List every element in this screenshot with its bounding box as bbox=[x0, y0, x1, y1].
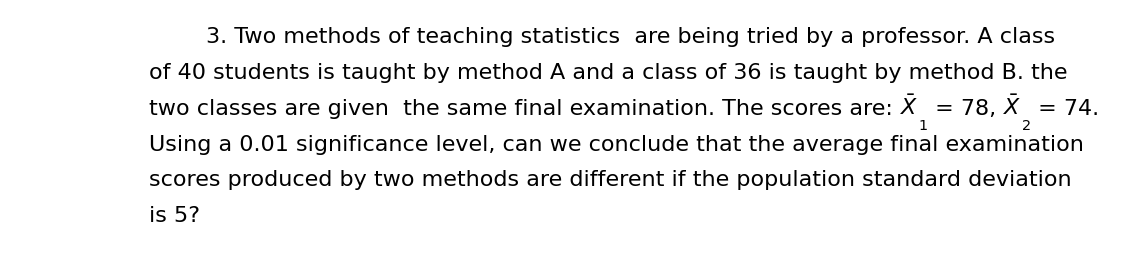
Text: two classes are given  the same final examination. The scores are:: two classes are given the same final exa… bbox=[150, 99, 900, 119]
Text: = 78,: = 78, bbox=[928, 99, 1004, 119]
Text: 2: 2 bbox=[1022, 119, 1030, 133]
Text: = 74.: = 74. bbox=[1030, 99, 1099, 119]
Text: of 40 students is taught by method A and a class of 36 is taught by method B. th: of 40 students is taught by method A and… bbox=[150, 63, 1068, 83]
Text: $\bar{X}$: $\bar{X}$ bbox=[1004, 95, 1022, 119]
Text: 3. Two methods of teaching statistics  are being tried by a professor. A class: 3. Two methods of teaching statistics ar… bbox=[150, 27, 1055, 47]
Text: $\bar{X}$: $\bar{X}$ bbox=[900, 95, 919, 119]
Text: is 5?: is 5? bbox=[150, 206, 200, 226]
Text: 1: 1 bbox=[919, 119, 928, 133]
Text: Using a 0.01 significance level, can we conclude that the average final examinat: Using a 0.01 significance level, can we … bbox=[150, 134, 1084, 154]
Text: scores produced by two methods are different if the population standard deviatio: scores produced by two methods are diffe… bbox=[150, 170, 1072, 190]
